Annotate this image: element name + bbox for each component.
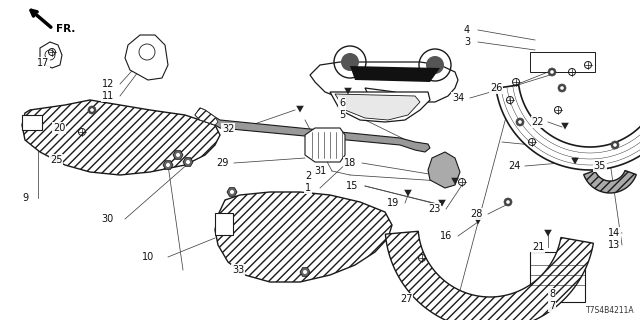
Polygon shape bbox=[296, 106, 304, 113]
Text: 25: 25 bbox=[50, 155, 62, 165]
Text: FR.: FR. bbox=[56, 24, 76, 34]
Text: 33: 33 bbox=[232, 265, 244, 275]
Text: 31: 31 bbox=[314, 166, 326, 176]
Polygon shape bbox=[544, 230, 552, 236]
Text: 10: 10 bbox=[142, 252, 154, 262]
Bar bbox=[530, 252, 585, 302]
Text: 13: 13 bbox=[608, 240, 620, 250]
Text: 15: 15 bbox=[346, 181, 358, 191]
Text: 5: 5 bbox=[339, 110, 345, 120]
Text: 8: 8 bbox=[549, 289, 555, 299]
Text: 19: 19 bbox=[387, 198, 399, 208]
Polygon shape bbox=[385, 231, 593, 320]
Circle shape bbox=[176, 153, 180, 157]
Circle shape bbox=[230, 190, 234, 194]
Polygon shape bbox=[438, 200, 446, 206]
Polygon shape bbox=[474, 218, 482, 225]
Circle shape bbox=[611, 141, 619, 149]
Circle shape bbox=[518, 120, 522, 124]
Text: 27: 27 bbox=[400, 294, 412, 304]
Circle shape bbox=[560, 86, 564, 90]
Bar bbox=[530, 52, 595, 72]
Text: 2: 2 bbox=[305, 171, 311, 181]
Polygon shape bbox=[215, 192, 392, 282]
Text: 30: 30 bbox=[101, 214, 113, 224]
Polygon shape bbox=[310, 62, 458, 102]
Text: 28: 28 bbox=[470, 209, 482, 219]
Circle shape bbox=[504, 198, 512, 206]
Text: 3: 3 bbox=[464, 37, 470, 47]
Text: 34: 34 bbox=[452, 93, 464, 103]
Text: 24: 24 bbox=[508, 161, 520, 171]
Circle shape bbox=[90, 108, 94, 112]
Circle shape bbox=[613, 143, 617, 147]
Text: 23: 23 bbox=[428, 204, 440, 214]
Circle shape bbox=[506, 200, 510, 204]
Text: 18: 18 bbox=[344, 158, 356, 168]
Polygon shape bbox=[125, 35, 168, 80]
Polygon shape bbox=[428, 152, 460, 188]
Polygon shape bbox=[195, 108, 218, 125]
Circle shape bbox=[166, 163, 170, 167]
Polygon shape bbox=[561, 123, 569, 130]
Circle shape bbox=[426, 56, 444, 74]
Circle shape bbox=[341, 53, 359, 71]
Polygon shape bbox=[350, 66, 440, 82]
Polygon shape bbox=[330, 92, 430, 122]
Text: 35: 35 bbox=[594, 161, 606, 171]
Text: 20: 20 bbox=[53, 123, 65, 133]
Text: 17: 17 bbox=[37, 58, 49, 68]
Circle shape bbox=[558, 84, 566, 92]
Circle shape bbox=[186, 160, 190, 164]
Polygon shape bbox=[335, 94, 420, 120]
Polygon shape bbox=[227, 188, 237, 196]
Circle shape bbox=[550, 70, 554, 74]
Polygon shape bbox=[344, 88, 352, 94]
Polygon shape bbox=[40, 42, 62, 68]
Text: 26: 26 bbox=[490, 83, 502, 93]
Text: 32: 32 bbox=[222, 124, 234, 134]
Polygon shape bbox=[163, 161, 173, 169]
Circle shape bbox=[303, 270, 307, 274]
Text: 4: 4 bbox=[464, 25, 470, 35]
Polygon shape bbox=[173, 151, 183, 159]
Bar bbox=[22, 115, 42, 130]
Circle shape bbox=[548, 68, 556, 76]
Text: 9: 9 bbox=[22, 193, 28, 203]
Text: 21: 21 bbox=[532, 242, 544, 252]
Circle shape bbox=[516, 118, 524, 126]
Polygon shape bbox=[584, 171, 636, 193]
Text: T7S4B4211A: T7S4B4211A bbox=[586, 306, 635, 315]
Text: 1: 1 bbox=[305, 183, 311, 193]
Text: 11: 11 bbox=[102, 91, 114, 101]
Polygon shape bbox=[305, 128, 345, 162]
Polygon shape bbox=[300, 268, 310, 276]
Text: 7: 7 bbox=[549, 301, 555, 311]
Text: 29: 29 bbox=[216, 158, 228, 168]
Polygon shape bbox=[451, 178, 459, 185]
Text: 14: 14 bbox=[608, 228, 620, 238]
Polygon shape bbox=[496, 85, 640, 170]
Polygon shape bbox=[571, 158, 579, 164]
Polygon shape bbox=[195, 108, 430, 152]
Circle shape bbox=[88, 106, 96, 114]
Polygon shape bbox=[22, 100, 220, 175]
Text: 12: 12 bbox=[102, 79, 114, 89]
Text: 16: 16 bbox=[440, 231, 452, 241]
Polygon shape bbox=[404, 190, 412, 196]
Text: 22: 22 bbox=[532, 117, 544, 127]
Polygon shape bbox=[183, 158, 193, 166]
Bar bbox=[215, 213, 233, 235]
Text: 6: 6 bbox=[339, 98, 345, 108]
